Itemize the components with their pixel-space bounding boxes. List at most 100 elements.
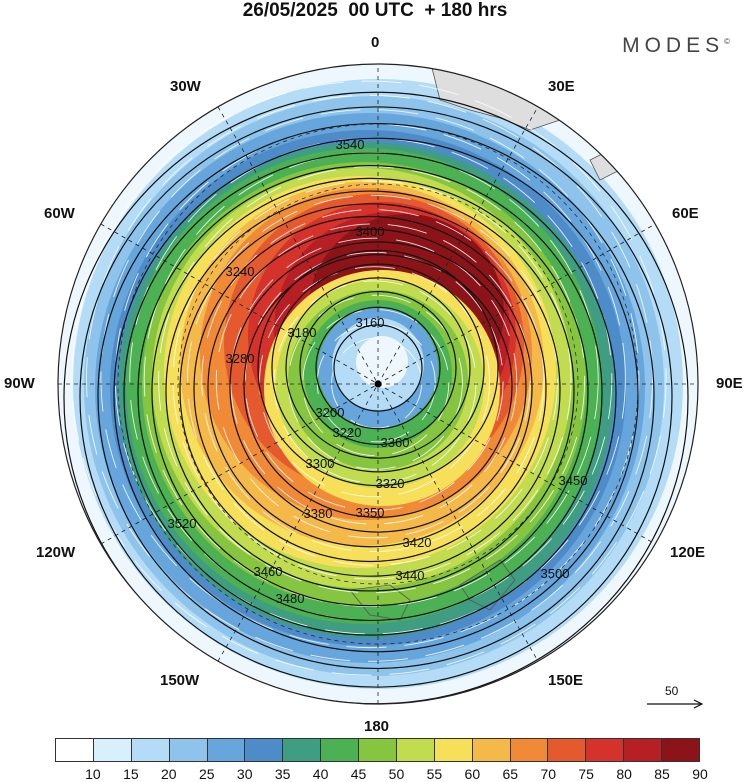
streamline [230, 237, 518, 525]
colorbar-tick-label: 30 [236, 766, 253, 782]
colorbar-swatch [434, 739, 473, 761]
colorbar-swatch [396, 739, 435, 761]
height-contour [137, 165, 603, 621]
lon-label-60e: 60E [672, 205, 699, 222]
colorbar-tick-label: 55 [426, 766, 443, 782]
lon-label-30w: 30W [170, 78, 201, 95]
parallel-line [117, 123, 639, 645]
contour-label: 3280 [226, 351, 255, 366]
streamline [244, 251, 504, 511]
colorbar-tick-label: 90 [692, 766, 708, 782]
streamline [187, 194, 558, 566]
streamline [331, 337, 423, 429]
contour-label: 3400 [356, 224, 385, 239]
height-contour [179, 203, 561, 577]
parallel-line [177, 183, 579, 585]
brand-logo: MODES© [622, 34, 730, 57]
height-contour [165, 190, 575, 592]
lon-label-120e: 120E [670, 544, 706, 561]
colorbar-swatch [624, 739, 662, 761]
contour-label: 3480 [276, 591, 305, 606]
colorbar-swatch [93, 739, 132, 761]
streamline [302, 309, 450, 456]
contour-label: 3200 [316, 405, 345, 420]
colorbar-tick-label: 10 [85, 766, 101, 782]
contour-label: 3460 [254, 564, 283, 579]
contour-label: 3240 [226, 264, 255, 279]
colorbar-tick-label: 35 [274, 766, 291, 782]
lon-label-150e: 150E [548, 672, 584, 689]
colorbar-swatch [510, 739, 549, 761]
height-contour [207, 228, 533, 548]
height-contour [193, 215, 547, 563]
contour-label: 3300 [306, 456, 335, 471]
streamline [273, 280, 477, 484]
shading-layer [58, 64, 698, 704]
speed-band-core [356, 336, 408, 388]
height-contour [79, 106, 673, 688]
colorbar-swatch [56, 739, 94, 761]
streamline [172, 180, 572, 580]
streamline [71, 80, 667, 676]
colorbar-tick-label: 85 [654, 766, 670, 782]
colorbar-tick-label: 45 [350, 766, 367, 782]
colorbar-tick-label: 70 [540, 766, 557, 782]
map-title: 26/05/2025 00 UTC + 180 hrs [242, 0, 508, 21]
colorbar-swatch [321, 739, 359, 761]
height-contour [123, 152, 617, 636]
contour-label: 3420 [403, 535, 432, 550]
streamline [287, 294, 463, 470]
height-contour [151, 177, 589, 607]
colorbar-swatch [169, 739, 208, 761]
colorbar-ticks: 10 15 20 25 30 35 40 45 50 55 60 65 70 75 80 85 90 [55, 766, 708, 782]
streamline [158, 166, 586, 594]
streamline [215, 223, 531, 539]
colorbar-tick-label: 65 [502, 766, 519, 782]
reference-arrow-icon [647, 699, 704, 709]
height-contour [97, 122, 655, 670]
streamline [259, 266, 490, 498]
contour-label: 3520 [168, 516, 197, 531]
streamline [114, 123, 626, 635]
contour-label: 3350 [356, 505, 385, 520]
colorbar-swatch [472, 739, 511, 761]
lon-label-90e: 90E [716, 375, 743, 392]
colorbar-tick-label: 80 [616, 766, 632, 782]
colorbar-swatch [207, 739, 246, 761]
lon-label-30e: 30E [548, 78, 575, 95]
reference-vector-label: 50 [665, 684, 679, 698]
contour-label: 3220 [333, 425, 362, 440]
lon-label-180: 180 [364, 718, 390, 735]
streamline [100, 109, 640, 649]
colorbar-tick-label: 60 [464, 766, 481, 782]
colorbar-swatch [586, 739, 625, 761]
contour-label: 3450 [559, 473, 588, 488]
lon-label-90w: 90W [4, 375, 35, 392]
contour-label: 3180 [288, 325, 317, 340]
colorbar-tick-label: 50 [388, 766, 405, 782]
streamline [201, 209, 545, 553]
streamline [86, 94, 653, 662]
contour-label: 3380 [304, 506, 333, 521]
colorbar-swatch [131, 739, 170, 761]
colorbar-tick-label: 40 [312, 766, 329, 782]
colorbar-swatch [359, 739, 397, 761]
lon-label-120w: 120W [36, 544, 76, 561]
colorbar-tick-label: 15 [123, 766, 139, 782]
colorbar-swatch [245, 739, 284, 761]
contour-label: 3540 [336, 137, 365, 152]
colorbar [55, 738, 700, 762]
contour-label: 3440 [396, 568, 425, 583]
colorbar-swatch [662, 739, 699, 761]
colorbar-tick-label: 20 [161, 766, 177, 782]
colorbar-tick-label: 75 [578, 766, 594, 782]
lon-label-150w: 150W [160, 672, 200, 689]
lon-label-0: 0 [371, 34, 380, 51]
contour-label: 3500 [541, 566, 570, 581]
contour-label: 3160 [356, 315, 385, 330]
contour-label: 3320 [376, 476, 405, 491]
lon-label-60w: 60W [44, 205, 75, 222]
pole-marker [374, 380, 382, 388]
reference-vector: 50 [645, 684, 705, 714]
